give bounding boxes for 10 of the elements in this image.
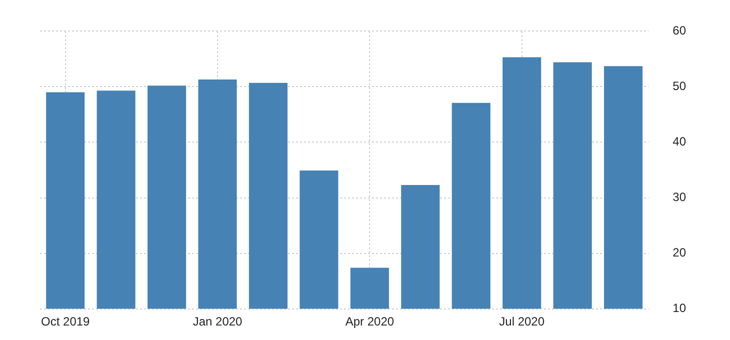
y-tick-label: 10: [672, 301, 686, 316]
y-tick-label: 30: [672, 190, 686, 204]
x-tick-label: Oct 2019: [41, 314, 90, 328]
x-tick-label: Jan 2020: [192, 314, 243, 328]
x-tick-label: Apr 2020: [345, 314, 394, 328]
x-tick-label: Jul 2020: [499, 314, 545, 328]
y-tick-label: 20: [672, 246, 686, 260]
y-tick-label: 40: [672, 134, 686, 149]
y-tick-label: 60: [672, 24, 686, 38]
y-tick-label: 50: [672, 79, 686, 94]
